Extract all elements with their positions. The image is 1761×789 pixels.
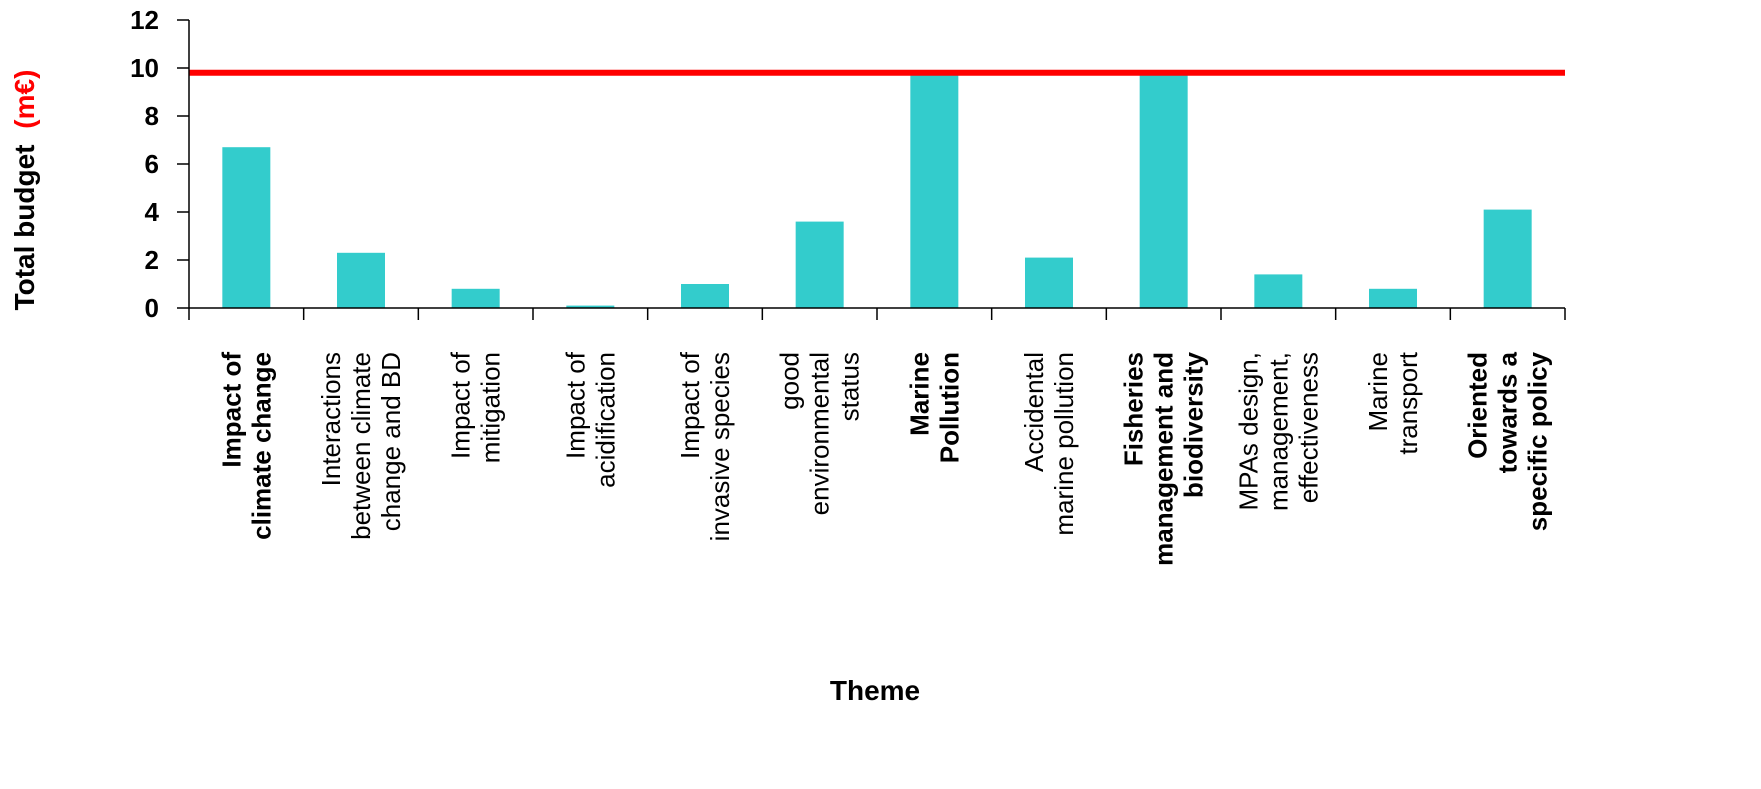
category-label-line: Pollution xyxy=(934,352,964,463)
category-label-line: Fisheries xyxy=(1119,352,1149,466)
category-label-3: Impact of mitigation xyxy=(446,351,506,463)
y-tick-labels: 0 2 4 6 8 10 12 xyxy=(130,5,159,323)
category-label-12: Oriented towards a specific policy xyxy=(1463,351,1553,531)
category-label-line: Oriented xyxy=(1463,352,1493,459)
category-label-1: Impact of climate change xyxy=(216,352,276,540)
category-label-line: environmental xyxy=(805,352,835,515)
bar-5 xyxy=(681,284,729,308)
category-label-line: Marine xyxy=(1363,352,1393,431)
category-label-line: specific policy xyxy=(1523,351,1553,531)
bar-6 xyxy=(796,222,844,308)
y-tick-label: 0 xyxy=(145,293,159,323)
x-category-labels: Impact of climate change Interactions betwe… xyxy=(216,351,1552,566)
category-label-line: management and xyxy=(1149,352,1179,566)
bar-12 xyxy=(1484,210,1532,308)
bar-8 xyxy=(1025,258,1073,308)
axes-group xyxy=(177,20,1565,320)
bar-3 xyxy=(452,289,500,308)
bar-7 xyxy=(910,73,958,308)
y-tick-label: 12 xyxy=(130,5,159,35)
bar-2 xyxy=(337,253,385,308)
category-label-line: management, xyxy=(1263,352,1293,511)
category-label-line: mitigation xyxy=(476,352,506,463)
category-label-line: Marine xyxy=(904,352,934,436)
category-label-line: MPAs design, xyxy=(1233,352,1263,510)
category-label-line: Interactions xyxy=(316,352,346,486)
y-tick-label: 8 xyxy=(145,101,159,131)
y-axis-title-unit: (m€) xyxy=(9,70,40,129)
y-tick-label: 6 xyxy=(145,149,159,179)
category-label-10: MPAs design, management, effectiveness xyxy=(1233,352,1323,511)
category-label-9: Fisheries management and biodiversity xyxy=(1119,351,1209,565)
y-tick-label: 4 xyxy=(145,197,160,227)
category-label-line: invasive species xyxy=(705,352,735,541)
category-label-line: change and BD xyxy=(376,352,406,531)
category-label-2: Interactions between climate change and BD xyxy=(316,352,406,540)
category-label-4: Impact of acidification xyxy=(560,351,620,488)
category-label-8: Accidental marine pollution xyxy=(1019,352,1079,536)
category-label-7: Marine Pollution xyxy=(904,352,964,463)
bar-11 xyxy=(1369,289,1417,308)
category-label-line: transport xyxy=(1393,351,1423,454)
category-label-11: Marine transport xyxy=(1363,351,1423,454)
x-axis-title: Theme xyxy=(830,675,920,706)
bar-10 xyxy=(1254,274,1302,308)
category-label-line: Impact of xyxy=(675,351,705,459)
category-label-line: acidification xyxy=(590,352,620,488)
category-label-line: marine pollution xyxy=(1049,352,1079,536)
category-label-line: towards a xyxy=(1493,351,1523,473)
category-label-line: good xyxy=(775,352,805,410)
category-label-line: climate change xyxy=(246,352,276,540)
category-label-line: biodiversity xyxy=(1179,351,1209,497)
category-label-5: Impact of invasive species xyxy=(675,351,735,541)
category-label-line: Accidental xyxy=(1019,352,1049,472)
y-axis-title-text: Total budget xyxy=(9,145,40,311)
category-label-line: status xyxy=(835,352,865,421)
y-tick-label: 2 xyxy=(145,245,159,275)
category-label-line: Impact of xyxy=(560,351,590,459)
y-axis-title: Total budget (m€) xyxy=(9,70,40,311)
category-label-line: between climate xyxy=(346,352,376,540)
category-label-6: good environmental status xyxy=(775,352,865,515)
bars-group xyxy=(222,73,1531,308)
category-label-line: Impact of xyxy=(446,351,476,459)
y-tick-label: 10 xyxy=(130,53,159,83)
category-label-line: effectiveness xyxy=(1293,352,1323,503)
bar-9 xyxy=(1140,73,1188,308)
bar-1 xyxy=(222,147,270,308)
category-label-line: Impact of xyxy=(216,352,246,468)
